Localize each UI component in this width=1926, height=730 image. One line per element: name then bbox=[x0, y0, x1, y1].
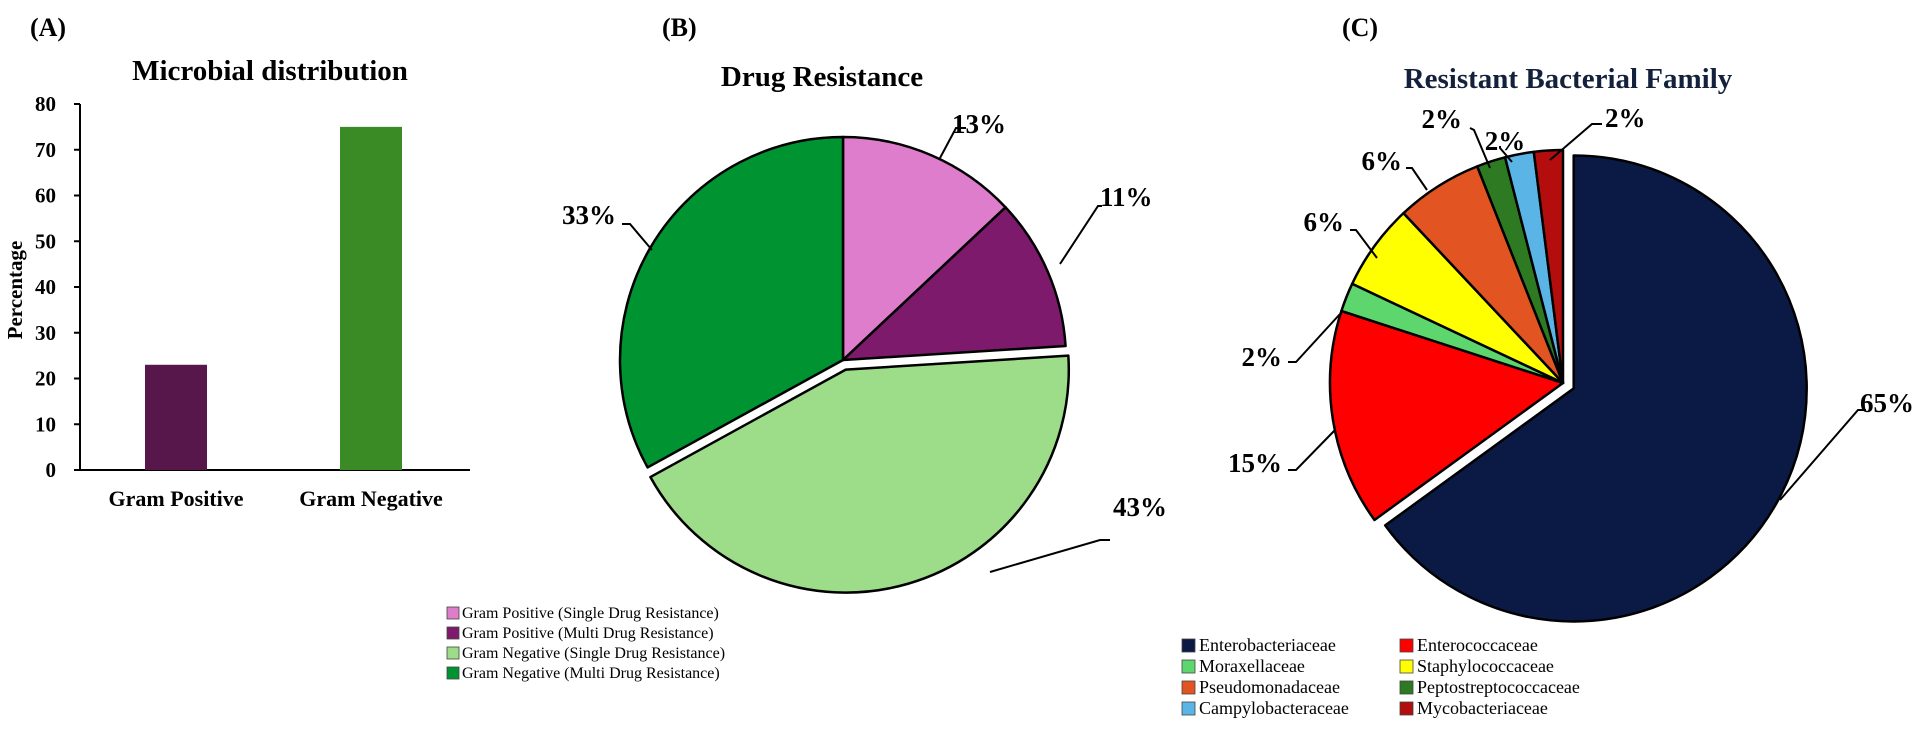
legend-entry: Staphylococcaceae bbox=[1417, 656, 1554, 676]
percent-label: 65% bbox=[1860, 388, 1914, 418]
slice-gram-positive-multi-drug-resistance bbox=[841, 206, 1067, 362]
y-tick-label: 10 bbox=[35, 412, 56, 436]
y-tick-label: 30 bbox=[35, 321, 56, 345]
leader-line bbox=[1779, 409, 1866, 501]
leader-line bbox=[1059, 205, 1102, 265]
percent-label: 6% bbox=[1304, 207, 1345, 237]
legend-swatch bbox=[1181, 680, 1196, 695]
legend-swatch bbox=[1181, 638, 1196, 653]
panel-a-label: (A) bbox=[30, 13, 66, 42]
leader-line bbox=[1549, 123, 1602, 161]
legend-swatch bbox=[446, 646, 460, 660]
bar-gram-negative bbox=[340, 126, 402, 470]
legend-swatch bbox=[1181, 701, 1196, 716]
pie-b-legend: Gram Positive (Single Drug Resistance) Gr… bbox=[446, 605, 725, 682]
panel-a: (A) Microbial distribution Percentage 0 1… bbox=[3, 13, 470, 511]
legend-entry: Mycobacteriaceae bbox=[1417, 698, 1548, 718]
bar-chart-ylabel: Percentage bbox=[3, 241, 27, 340]
percent-label: 43% bbox=[1113, 492, 1167, 522]
percent-label: 33% bbox=[562, 200, 616, 230]
leader-line bbox=[1288, 313, 1341, 363]
leader-line bbox=[939, 127, 966, 159]
leader-line bbox=[1469, 127, 1491, 169]
leader-line bbox=[1499, 146, 1513, 163]
y-tick-label: 50 bbox=[35, 229, 56, 253]
pie-c-legend: Enterobacteriaceae Enterococcaceae Moraxel… bbox=[1181, 635, 1580, 718]
legend-entry: Moraxellaceae bbox=[1199, 656, 1305, 676]
percent-label: 13% bbox=[952, 109, 1006, 139]
y-tick-label: 20 bbox=[35, 367, 56, 391]
pie-b-slices bbox=[618, 135, 1071, 594]
legend-entry: Enterococcaceae bbox=[1417, 635, 1538, 655]
panel-c-label: (C) bbox=[1342, 13, 1378, 42]
y-tick-label: 60 bbox=[35, 184, 56, 208]
pie-c-slices bbox=[1328, 148, 1808, 623]
legend-swatch bbox=[1399, 638, 1414, 653]
y-tick-label: 40 bbox=[35, 275, 56, 299]
leader-line bbox=[989, 539, 1110, 573]
legend-entry: Pseudomonadaceae bbox=[1199, 677, 1340, 697]
bar-gram-positive bbox=[145, 364, 207, 470]
leader-line bbox=[1350, 229, 1378, 259]
bars bbox=[145, 126, 402, 470]
legend-swatch bbox=[1399, 701, 1414, 716]
panel-b: (B) Drug Resistance 13% 11% 43% 33% Gram Po… bbox=[446, 13, 1167, 682]
legend-swatch bbox=[446, 626, 460, 640]
legend-entry: Enterobacteriaceae bbox=[1199, 635, 1336, 655]
legend-entry: Peptostreptococcaceae bbox=[1417, 677, 1580, 697]
panel-b-label: (B) bbox=[662, 13, 697, 42]
legend-entry: Campylobacteraceae bbox=[1199, 698, 1349, 718]
y-tick-label: 80 bbox=[35, 92, 56, 116]
slice-gram-negative-single-drug-resistance bbox=[649, 354, 1071, 594]
percent-label: 2% bbox=[1242, 342, 1283, 372]
pie-c-title: Resistant Bacterial Family bbox=[1404, 63, 1733, 95]
y-tick-label: 0 bbox=[46, 458, 57, 482]
legend-entry: Gram Negative (Single Drug Resistance) bbox=[462, 645, 725, 662]
percent-label: 2% bbox=[1422, 104, 1463, 134]
legend-swatch bbox=[1399, 659, 1414, 674]
leader-line bbox=[622, 223, 653, 251]
leader-line bbox=[1406, 167, 1428, 191]
bar-y-ticks: 0 10 20 30 40 50 60 70 80 bbox=[35, 92, 80, 482]
legend-entry: Gram Positive (Multi Drug Resistance) bbox=[462, 625, 714, 642]
legend-swatch bbox=[1399, 680, 1414, 695]
pie-b-title: Drug Resistance bbox=[721, 61, 923, 93]
slice-enterococcaceae bbox=[1328, 309, 1565, 522]
percent-label: 2% bbox=[1485, 126, 1526, 156]
legend-entry: Gram Negative (Multi Drug Resistance) bbox=[462, 665, 720, 682]
slice-gram-positive-single-drug-resistance bbox=[841, 135, 1007, 362]
y-tick-label: 70 bbox=[35, 138, 56, 162]
slice-gram-negative-multi-drug-resistance bbox=[618, 135, 845, 469]
x-category-label: Gram Positive bbox=[108, 486, 243, 511]
percent-label: 6% bbox=[1362, 146, 1403, 176]
percent-label: 2% bbox=[1605, 103, 1646, 133]
x-category-label: Gram Negative bbox=[299, 486, 443, 511]
bar-chart-title: Microbial distribution bbox=[132, 55, 408, 87]
bar-categories: Gram Positive Gram Negative bbox=[108, 486, 443, 511]
pie-c-labels: 65% 15% 2% 6% 6% 2% 2% 2% bbox=[1228, 103, 1914, 501]
legend-swatch bbox=[446, 666, 460, 680]
slice-enterobacteriaceae bbox=[1383, 154, 1808, 623]
percent-label: 11% bbox=[1100, 182, 1153, 212]
leader-line bbox=[1288, 429, 1336, 471]
percent-label: 15% bbox=[1228, 448, 1282, 478]
legend-swatch bbox=[446, 606, 460, 620]
legend-swatch bbox=[1181, 659, 1196, 674]
panel-c: (C) Resistant Bacterial Family 65%15%2%6… bbox=[1181, 13, 1914, 718]
pie-b-labels: 13% 11% 43% 33% bbox=[562, 109, 1167, 573]
legend-entry: Gram Positive (Single Drug Resistance) bbox=[462, 605, 719, 622]
